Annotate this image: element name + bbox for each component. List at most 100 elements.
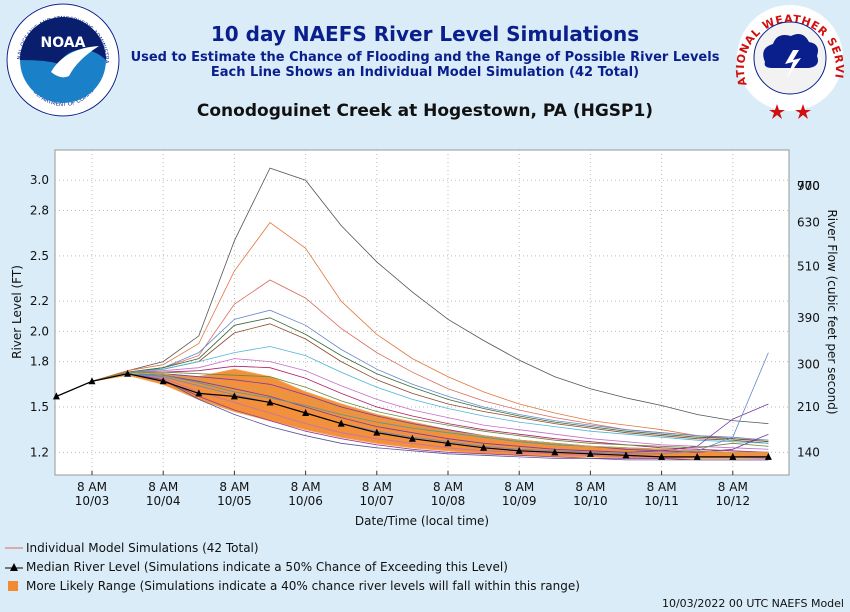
- x-tick-label-date: 10/04: [146, 494, 181, 508]
- simulation-line: [56, 373, 769, 453]
- simulation-line: [56, 365, 769, 453]
- x-axis-label: Date/Time (local time): [355, 514, 489, 528]
- y2-tick-label: 300: [797, 358, 820, 372]
- median-marker: [195, 389, 203, 397]
- simulation-line: [56, 167, 769, 424]
- y-axis-left: 1.2 1.5 1.8 2.0 2.2 2.5 2.8 3.0: [30, 173, 49, 459]
- legend-individual-label: Individual Model Simulations (42 Total): [26, 540, 259, 555]
- gull-icon: [51, 46, 99, 78]
- x-tick-label-date: 10/03: [75, 494, 110, 508]
- x-tick-label-date: 10/10: [573, 494, 608, 508]
- simulation-line: [56, 373, 769, 461]
- median-marker: [230, 392, 238, 400]
- star-icon: [769, 104, 785, 119]
- median-marker: [480, 443, 488, 451]
- y-tick-label: 2.2: [30, 294, 49, 308]
- x-tick-label-date: 10/12: [716, 494, 751, 508]
- median-marker: [586, 449, 594, 457]
- y-tick-label: 3.0: [30, 173, 49, 187]
- chart-title: 10 day NAEFS River Level Simulations: [210, 22, 640, 46]
- x-tick-label-time: 8 AM: [718, 480, 748, 494]
- simulation-line: [56, 371, 769, 453]
- legend-range-label: More Likely Range (Simulations indicate …: [26, 578, 580, 593]
- y2-tick-label: 210: [797, 400, 820, 414]
- median-marker: [551, 448, 559, 456]
- chart-subtitle-2: Each Line Shows an Individual Model Simu…: [210, 65, 640, 80]
- model-run-footer: 10/03/2022 00 UTC NAEFS Model: [661, 597, 844, 610]
- x-tick-label-time: 8 AM: [575, 480, 605, 494]
- median-marker: [693, 452, 701, 460]
- x-tick-label-time: 8 AM: [504, 480, 534, 494]
- median-marker: [302, 409, 310, 417]
- simulation-line: [56, 358, 769, 450]
- median-layer: [52, 369, 772, 460]
- simulation-line: [56, 371, 769, 453]
- legend-median-label: Median River Level (Simulations indicate…: [26, 559, 508, 574]
- legend-item-median: Median River Level (Simulations indicate…: [5, 557, 580, 576]
- legend-item-individual: Individual Model Simulations (42 Total): [5, 538, 580, 557]
- x-tick-label-date: 10/09: [502, 494, 537, 508]
- x-tick-label-date: 10/11: [644, 494, 679, 508]
- noaa-logo-text: NOAA: [41, 35, 86, 51]
- y2-tick-label: 510: [797, 259, 820, 273]
- median-marker: [373, 428, 381, 436]
- median-marker: [622, 451, 630, 459]
- x-tick-label-time: 8 AM: [77, 480, 107, 494]
- median-marker: [88, 377, 96, 385]
- y2-tick-label: 140: [797, 445, 820, 459]
- median-marker: [444, 439, 452, 447]
- median-marker: [658, 452, 666, 460]
- x-tick-label-time: 8 AM: [362, 480, 392, 494]
- y2-tick-label: 390: [797, 311, 820, 325]
- median-marker: [408, 434, 416, 442]
- simulation-line: [56, 346, 769, 444]
- y-tick-label: 2.8: [30, 203, 49, 217]
- y-axis-right-label: River Flow (cubic feet per second): [825, 209, 839, 414]
- river-level-chart: 1.2 1.5 1.8 2.0 2.2 2.5 2.8 3.0 140 210 300 390 510…: [10, 149, 839, 528]
- lightning-icon: [785, 50, 801, 78]
- y-axis-label: River Level (FT): [10, 265, 24, 359]
- chart-subtitle: Used to Estimate the Chance of Flooding …: [130, 50, 720, 65]
- orange-square-icon: [8, 580, 18, 591]
- x-tick-label-date: 10/07: [360, 494, 395, 508]
- y2-tick-label: 770: [797, 179, 820, 193]
- y2-tick-label: 900: [797, 179, 820, 193]
- y-tick-label: 1.5: [30, 400, 49, 414]
- x-tick-label-date: 10/05: [217, 494, 252, 508]
- x-tick-label-time: 8 AM: [148, 480, 178, 494]
- median-marker: [337, 419, 345, 427]
- y-tick-label: 1.2: [30, 445, 49, 459]
- simulation-line: [56, 371, 769, 449]
- cloud-icon: [763, 34, 818, 68]
- median-marker: [266, 398, 274, 406]
- y2-tick-label: 630: [797, 216, 820, 230]
- x-tick-label-time: 8 AM: [291, 480, 321, 494]
- y-tick-label: 1.8: [30, 355, 49, 369]
- median-marker: [764, 452, 772, 460]
- legend: Individual Model Simulations (42 Total) …: [5, 538, 580, 595]
- star-icon: [795, 104, 811, 119]
- median-marker: [124, 369, 132, 377]
- median-marker: [729, 452, 737, 460]
- x-tick-label-time: 8 AM: [433, 480, 463, 494]
- y-tick-label: 2.0: [30, 324, 49, 338]
- y-tick-label: 2.5: [30, 249, 49, 263]
- median-marker: [515, 446, 523, 454]
- simulation-line: [56, 317, 769, 443]
- median-marker: [159, 377, 167, 385]
- triangle-line-icon: [5, 562, 23, 571]
- thin-line-icon: [5, 547, 23, 548]
- noaa-logo: NATIONAL OCEANIC AND ATMOSPHERIC ADMINIS…: [3, 0, 120, 117]
- x-tick-label-date: 10/08: [431, 494, 466, 508]
- legend-item-range: More Likely Range (Simulations indicate …: [5, 576, 580, 595]
- x-tick-label-time: 8 AM: [647, 480, 677, 494]
- x-tick-label-time: 8 AM: [219, 480, 249, 494]
- x-tick-label-date: 10/06: [288, 494, 323, 508]
- nws-logo: NATIONAL WEATHER SERVICE: [735, 0, 845, 119]
- station-name: Conodoguinet Creek at Hogestown, PA (HGS…: [196, 101, 654, 121]
- median-marker: [52, 392, 60, 400]
- simulation-line: [56, 222, 769, 443]
- simulation-line: [56, 309, 769, 441]
